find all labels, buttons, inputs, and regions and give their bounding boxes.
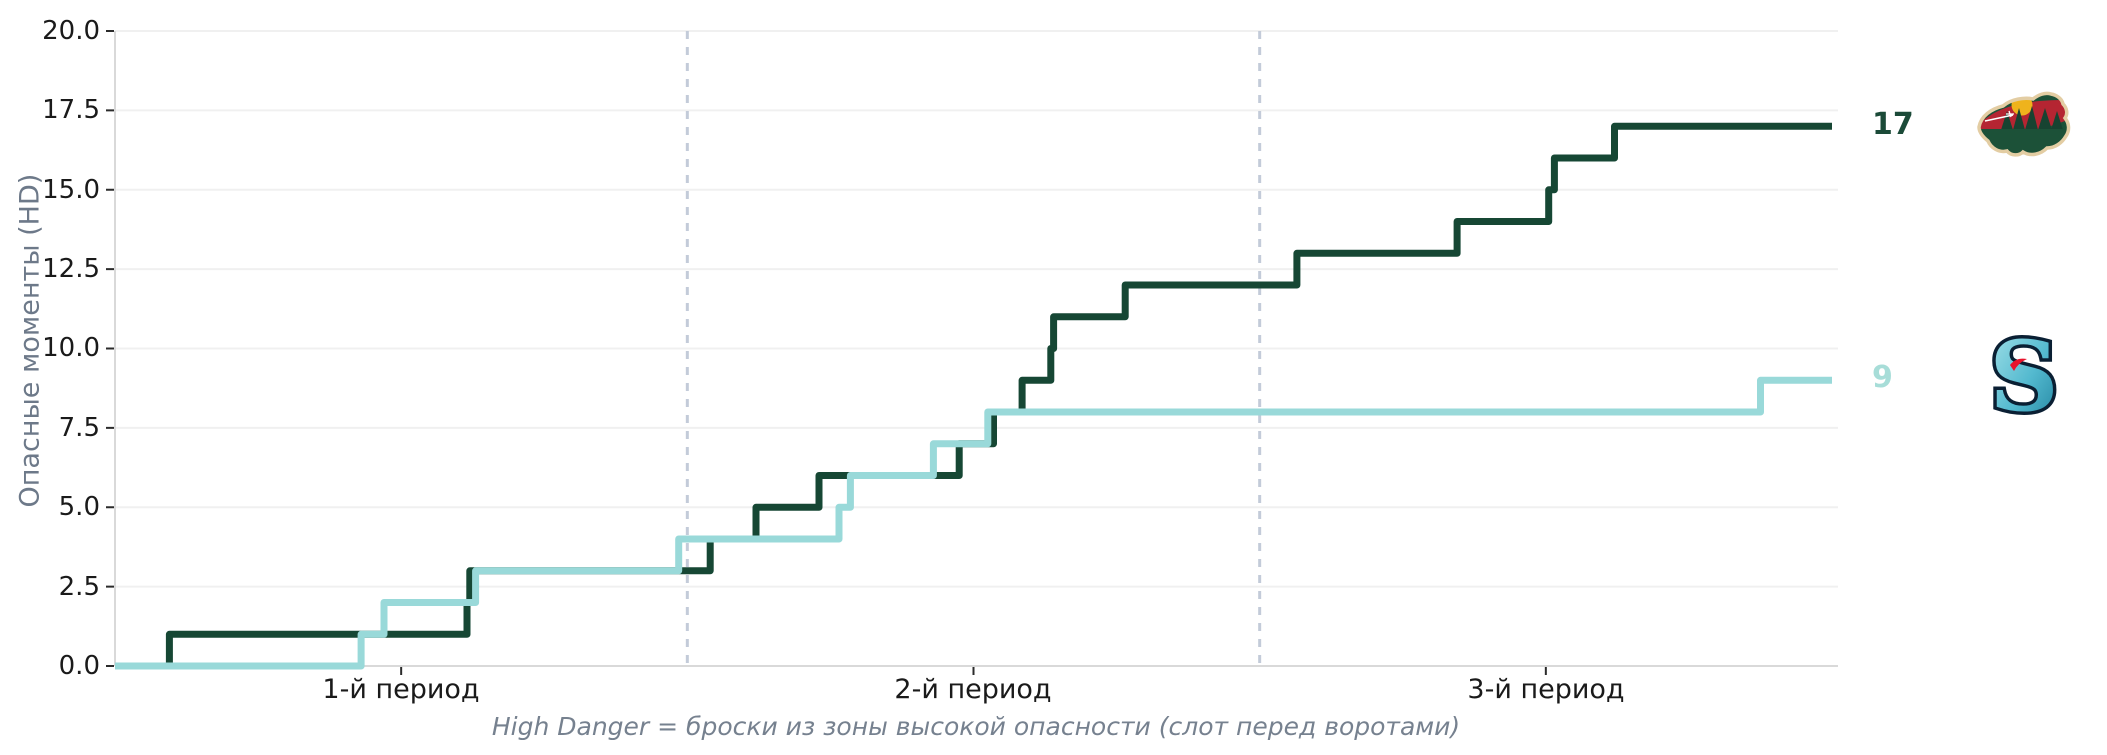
kraken-s-glyph: S [1989,326,2058,422]
period-divider-lines [685,31,1262,666]
wild-head-outline [1977,91,2071,157]
series-line-sea [115,376,1832,670]
x-tick-label-period-2: 2-й период [894,674,1052,705]
series-line-min [115,122,1832,670]
min-final-value-label: 17 [1872,107,1914,142]
y-tick-label: 15.0 [42,175,100,205]
y-tick-label: 12.5 [42,254,100,284]
y-tick-label: 10.0 [42,333,100,363]
seattle-kraken-logo: S [1986,326,2062,422]
x-tick-label-period-3: 3-й период [1467,674,1625,705]
x-tick-label-period-1: 1-й период [322,674,480,705]
chart-footnote: High Danger = броски из зоны высокой опа… [491,712,1461,741]
sea-final-value-label: 9 [1872,360,1893,395]
tick-marks [106,30,1547,675]
y-tick-label: 0.0 [58,651,100,681]
wild-head-art [1979,93,2069,155]
y-tick-label: 2.5 [58,572,100,602]
y-tick-label: 17.5 [42,95,100,125]
gridlines [115,30,1838,667]
minnesota-wild-logo [1977,91,2071,157]
y-tick-label: 20.0 [42,16,100,46]
y-tick-label: 5.0 [58,492,100,522]
kraken-eye [2010,358,2027,371]
y-tick-label: 7.5 [58,413,100,443]
